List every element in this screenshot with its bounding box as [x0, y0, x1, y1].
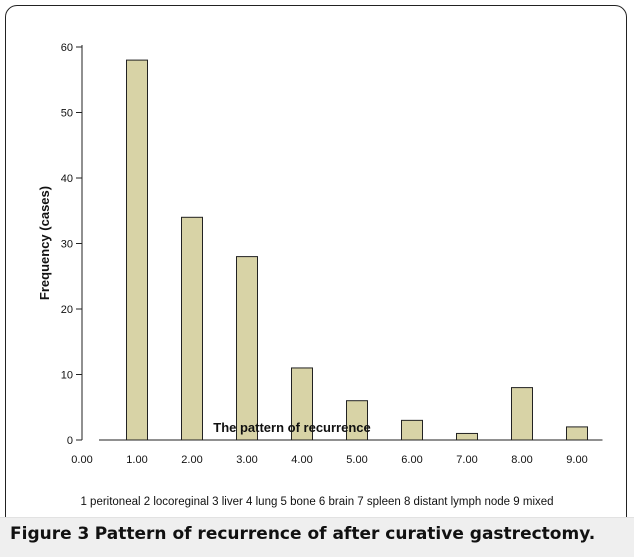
x-tick-label-5: 5.00	[346, 454, 367, 466]
bar-1	[126, 59, 148, 441]
y-axis-label: Frequency (cases)	[37, 186, 52, 300]
bars-layer	[126, 59, 588, 441]
bar-9	[566, 426, 588, 441]
bar-chart: 0 10 20 30 40 50 60 0.00 1.00 2.00 3.00 4.00 5.00 6.0…	[37, 42, 603, 466]
y-tick-label-60: 60	[61, 42, 73, 54]
x-tick-label-1: 1.00	[126, 454, 147, 466]
y-tick-label-40: 40	[61, 173, 73, 185]
figure-caption-text: Pattern of recurrence of after curative …	[94, 524, 596, 544]
x-tick-label-2: 2.00	[181, 454, 202, 466]
x-tick-label-8: 8.00	[511, 454, 532, 466]
y-tick-label-50: 50	[61, 108, 73, 120]
bar-8	[511, 387, 533, 441]
figure-frame	[5, 5, 627, 550]
x-tick-label-7: 7.00	[456, 454, 477, 466]
figure-caption: Figure 3 Pattern of recurrence of after …	[0, 517, 634, 557]
bar-6	[401, 419, 423, 441]
bar-3	[236, 256, 258, 441]
y-tick-label-10: 10	[61, 370, 73, 382]
axes-layer: 0 10 20 30 40 50 60 0.00 1.00 2.00 3.00 4.00 5.00 6.0…	[61, 42, 603, 466]
figure-label: Figure 3	[10, 524, 90, 544]
x-tick-label-6: 6.00	[401, 454, 422, 466]
y-tick-label-30: 30	[61, 239, 73, 251]
y-tick-label-0: 0	[67, 435, 73, 447]
bar-2	[181, 216, 203, 441]
x-tick-label-4: 4.00	[291, 454, 312, 466]
x-tick-label-3: 3.00	[236, 454, 257, 466]
category-legend-note: 1 peritoneal 2 locoreginal 3 liver 4 lun…	[80, 496, 554, 508]
y-tick-label-20: 20	[61, 304, 73, 316]
x-tick-label-9: 9.00	[566, 454, 587, 466]
x-axis-label: The pattern of recurrence	[213, 420, 371, 435]
bar-7	[456, 432, 478, 441]
x-tick-label-0: 0.00	[71, 454, 92, 466]
